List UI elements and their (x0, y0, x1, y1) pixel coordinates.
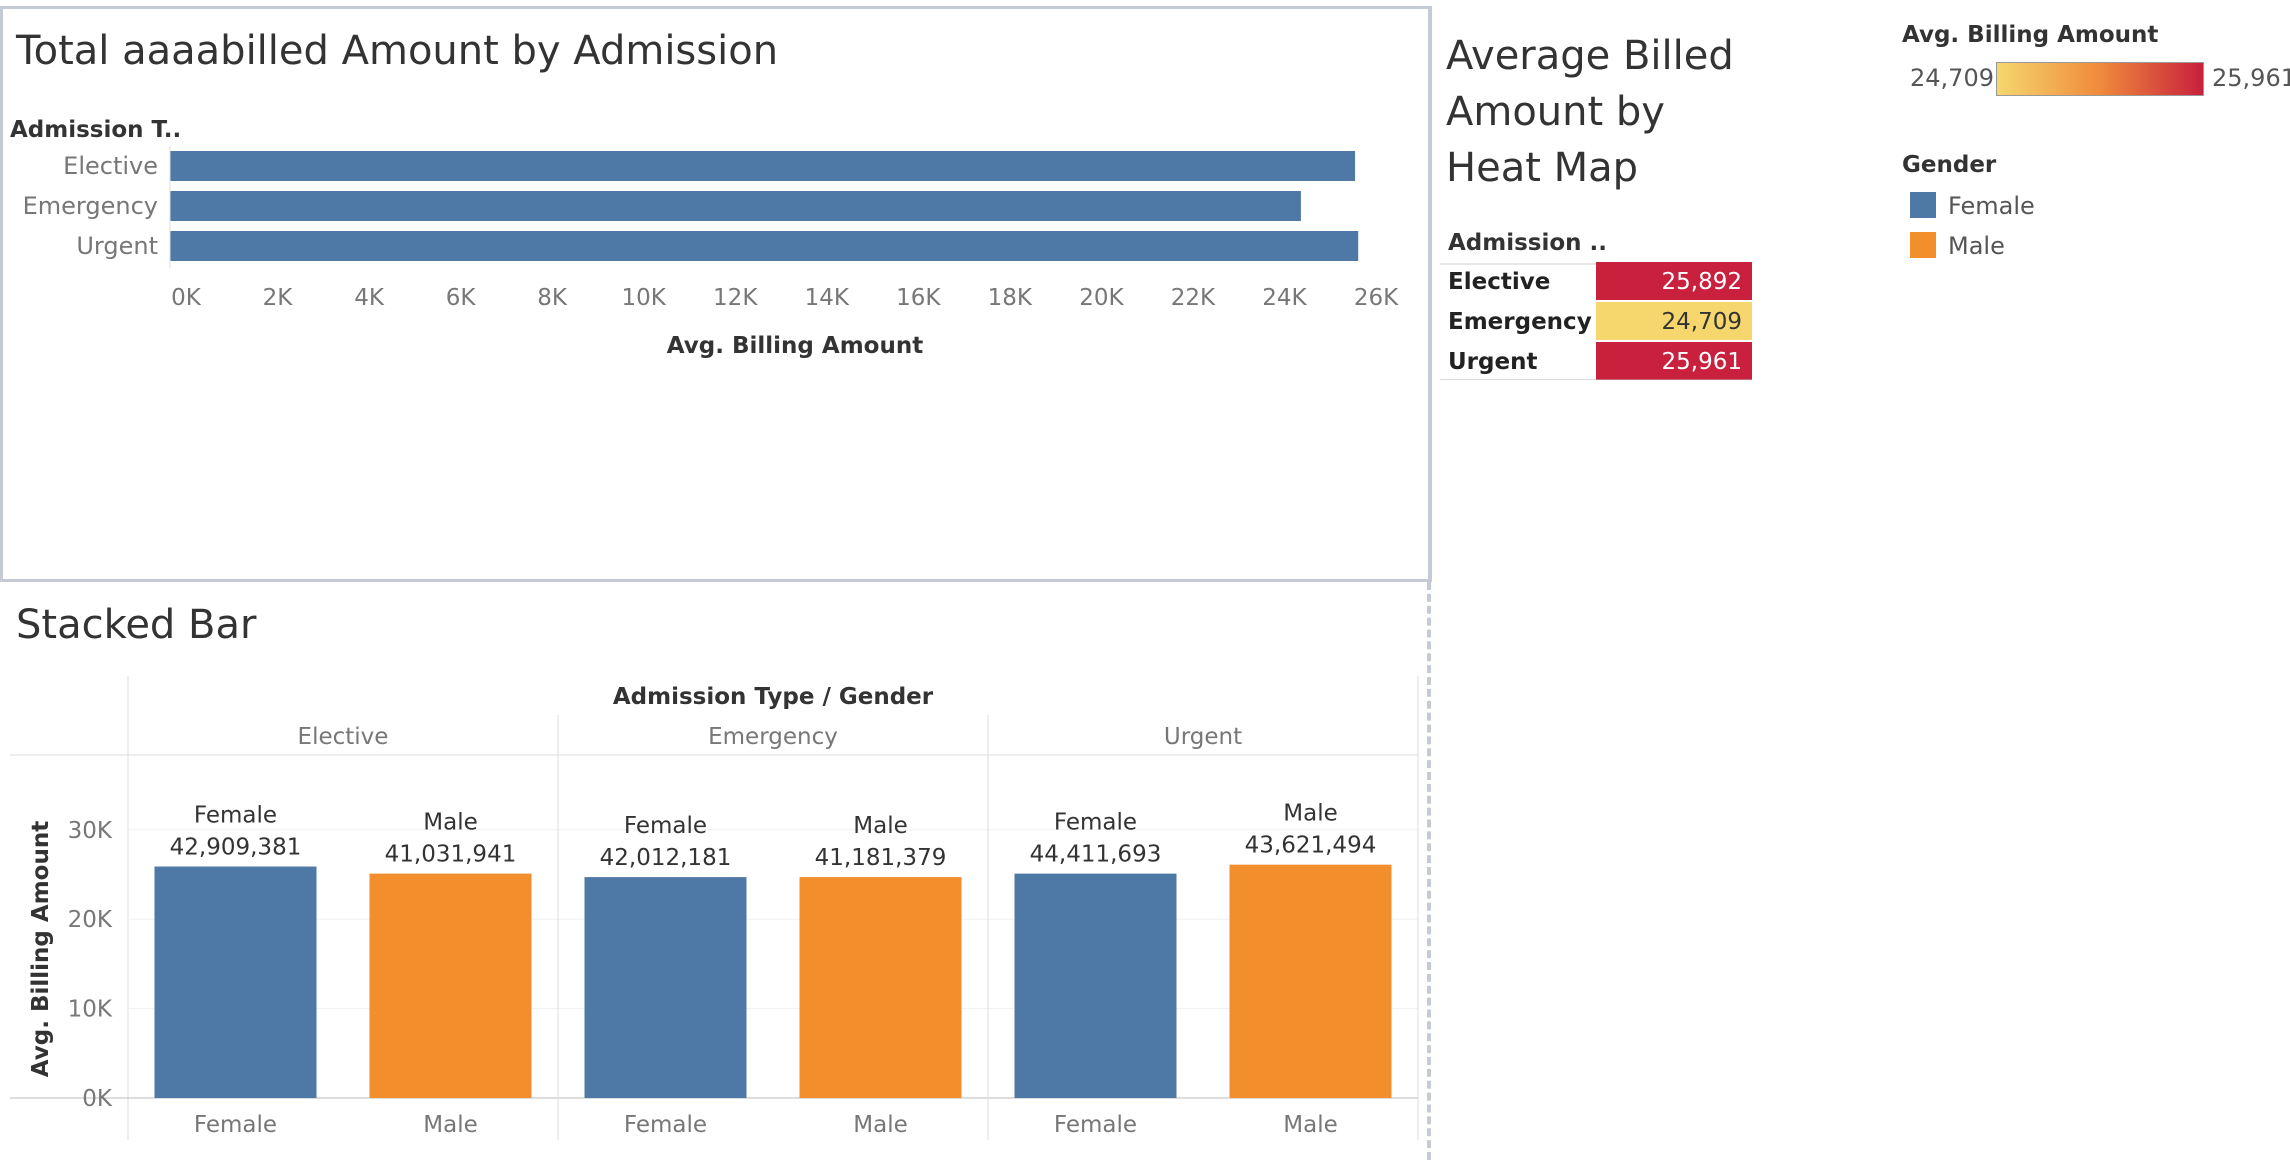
x-tick-emergency-male: Male (853, 1112, 907, 1138)
row-header-label: Admission T.. (10, 117, 181, 143)
bar-urgent-male (1229, 864, 1392, 1098)
heatmap-title-line-2: Amount by (1446, 89, 1665, 135)
gender-legend-male-swatch (1910, 232, 1936, 258)
color-legend-min: 24,709 (1910, 64, 1994, 92)
group-label-emergency: Emergency (708, 724, 838, 750)
category-label-elective: Elective (63, 152, 158, 180)
bar-label-name-elective-female: Female (194, 803, 277, 829)
stacked-bar-chart: Admission Type / Gender 0K 10K 20K 30K Avg. B… (10, 676, 1419, 1140)
bar-emergency-female (584, 877, 747, 1098)
x-tick-26K: 26K (1354, 285, 1399, 311)
x-tick-12K: 12K (713, 285, 758, 311)
heatmap-chart: Admission .. Elective 25,892 Emergency 24,70… (1440, 230, 1752, 380)
bar-emergency-male (799, 877, 962, 1098)
heatmap-row-label-emergency: Emergency (1448, 309, 1592, 335)
bar-label-value-elective-female: 42,909,381 (170, 835, 302, 861)
gender-legend-title: Gender (1902, 152, 1997, 178)
x-tick-6K: 6K (446, 285, 477, 311)
bar-label-name-urgent-female: Female (1054, 810, 1137, 836)
x-tick-urgent-female: Female (1054, 1112, 1137, 1138)
y-tick-0K: 0K (82, 1086, 113, 1112)
bar-urgent (170, 231, 1359, 261)
heatmap-row-label-elective: Elective (1448, 269, 1550, 295)
group-label-urgent: Urgent (1164, 724, 1242, 750)
category-label-emergency: Emergency (23, 192, 158, 220)
category-label-urgent: Urgent (76, 232, 158, 260)
x-tick-14K: 14K (805, 285, 850, 311)
bar-label-value-elective-male: 41,031,941 (385, 842, 517, 868)
bar-elective-female (154, 866, 317, 1098)
y-tick-30K: 30K (68, 818, 113, 844)
heatmap-cell-elective (1596, 262, 1752, 300)
bar-chart-title: Total aaaabilled Amount by Admission (16, 28, 779, 74)
group-label-elective: Elective (298, 724, 389, 750)
gender-legend-male-label: Male (1948, 232, 2005, 260)
bar-label-name-emergency-male: Male (853, 813, 907, 839)
x-axis-label: Avg. Billing Amount (667, 333, 923, 359)
y-tick-10K: 10K (68, 997, 113, 1023)
bar-chart-panel (0, 6, 1432, 582)
x-tick-0K: 0K (171, 285, 202, 311)
bar-label-value-urgent-male: 43,621,494 (1245, 833, 1377, 859)
heatmap-title-line-3: Heat Map (1446, 145, 1639, 191)
bar-emergency (170, 191, 1301, 221)
x-tick-20K: 20K (1079, 285, 1124, 311)
bar-label-name-emergency-female: Female (624, 813, 707, 839)
x-tick-elective-female: Female (194, 1112, 277, 1138)
x-tick-22K: 22K (1171, 285, 1216, 311)
heatmap-value-urgent: 25,961 (1662, 349, 1742, 375)
bar-label-name-urgent-male: Male (1283, 801, 1337, 827)
stacked-chart-title: Stacked Bar (16, 602, 257, 648)
horizontal-bar-chart: Admission T.. Elective Emergency Urgent 0K 2K… (10, 117, 1399, 359)
bar-label-value-urgent-female: 44,411,693 (1030, 842, 1162, 868)
y-tick-20K: 20K (68, 907, 113, 933)
bar-label-value-emergency-female: 42,012,181 (600, 845, 732, 871)
bar-label-name-elective-male: Male (423, 810, 477, 836)
color-legend-max: 25,961 (2212, 64, 2290, 92)
x-tick-4K: 4K (354, 285, 385, 311)
x-tick-2K: 2K (263, 285, 294, 311)
group-header: Admission Type / Gender (613, 684, 934, 710)
heatmap-row-label-urgent: Urgent (1448, 349, 1537, 375)
heatmap-header: Admission .. (1448, 230, 1607, 256)
bar-elective-male (369, 873, 532, 1098)
bar-urgent-female (1014, 873, 1177, 1098)
x-tick-urgent-male: Male (1283, 1112, 1337, 1138)
heatmap-value-emergency: 24,709 (1662, 309, 1742, 335)
color-legend-title: Avg. Billing Amount (1902, 22, 2159, 48)
x-tick-elective-male: Male (423, 1112, 477, 1138)
x-tick-8K: 8K (537, 285, 568, 311)
x-tick-emergency-female: Female (624, 1112, 707, 1138)
gender-legend-female-swatch (1910, 192, 1936, 218)
stacked-panel-divider (1427, 582, 1431, 1160)
color-legend-gradient (1996, 62, 2204, 96)
heatmap-cell-emergency (1596, 302, 1752, 340)
heatmap-title-line-1: Average Billed (1446, 33, 1734, 79)
x-tick-18K: 18K (988, 285, 1033, 311)
gender-legend-female-label: Female (1948, 192, 2035, 220)
x-tick-24K: 24K (1262, 285, 1307, 311)
bar-elective (170, 151, 1356, 181)
heatmap-value-elective: 25,892 (1662, 269, 1742, 295)
x-tick-16K: 16K (896, 285, 941, 311)
heatmap-title: Average Billed Amount by Heat Map (1446, 28, 1734, 196)
x-tick-10K: 10K (622, 285, 667, 311)
y-axis-label: Avg. Billing Amount (28, 821, 54, 1077)
heatmap-cell-urgent (1596, 342, 1752, 380)
bar-label-value-emergency-male: 41,181,379 (815, 845, 947, 871)
